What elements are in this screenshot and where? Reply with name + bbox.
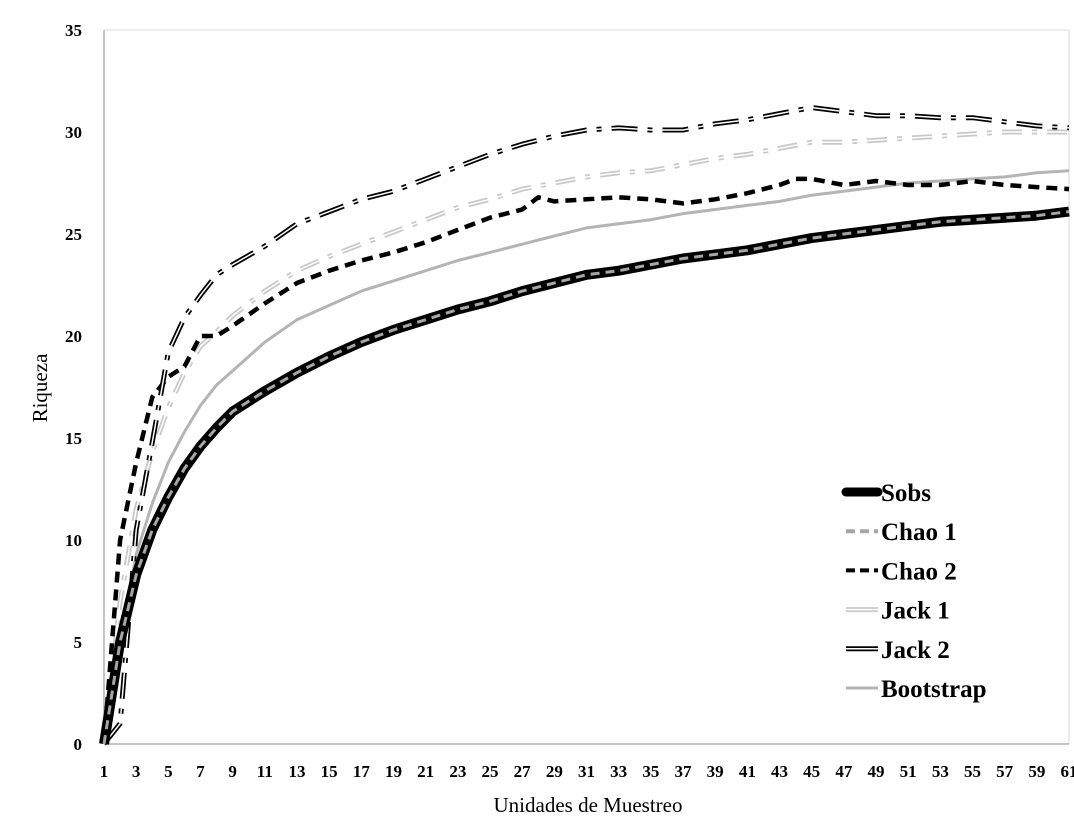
series-line-jack1 [103,131,1069,745]
x-tick-label: 21 [417,762,434,781]
x-tick-label: 37 [675,762,693,781]
x-tick-label: 17 [353,762,371,781]
x-axis-label: Unidades de Muestreo [494,793,683,817]
y-tick-label: 10 [65,531,82,550]
y-tick-label: 25 [65,225,82,244]
x-tick-label: 15 [321,762,338,781]
x-tick-label: 25 [482,762,499,781]
x-tick-label: 9 [228,762,237,781]
legend-label: Bootstrap [881,676,987,703]
legend-label: Jack 2 [881,637,950,664]
x-tick-label: 5 [164,762,173,781]
x-tick-label: 3 [132,762,141,781]
x-tick-label: 53 [932,762,949,781]
series-jack2 [102,105,1070,746]
x-tick-label: 35 [642,762,659,781]
x-tick-label: 43 [771,762,788,781]
y-tick-label: 30 [65,123,82,142]
y-tick-label: 5 [74,633,83,652]
y-tick-label: 0 [74,735,83,754]
x-tick-label: 39 [707,762,724,781]
series-line-bootstrap [102,169,1070,745]
x-tick-label: 47 [835,762,853,781]
x-tick-label: 51 [900,762,917,781]
series-jack1 [101,129,1069,745]
x-tick-label: 49 [868,762,885,781]
series-layer [99,105,1070,746]
y-axis-label: Riqueza [28,353,52,422]
y-tick-label: 15 [65,429,82,448]
x-tick-label: 31 [578,762,595,781]
legend: Sobs Chao 1 Chao 2 Jack 1 Jack 2 Bootstrap [841,480,987,703]
legend-item-chao2: Chao 2 [846,558,957,585]
x-tick-label: 7 [196,762,205,781]
legend-item-jack2: Jack 2 [846,637,950,664]
x-tick-label: 61 [1061,762,1074,781]
series-sobs [99,206,1070,745]
x-tick-label: 57 [996,762,1014,781]
series-chao2 [101,176,1070,745]
series-line-sobs [102,210,1070,745]
x-tick-label: 13 [289,762,306,781]
x-tick-label: 1 [100,762,109,781]
series-bootstrap [102,169,1070,745]
legend-item-bootstrap: Bootstrap [846,676,987,703]
series-line-jack2 [103,106,1070,745]
x-tick-label: 27 [514,762,532,781]
x-tick-label: 19 [385,762,402,781]
y-tick-label: 20 [65,327,82,346]
x-tick-label: 11 [257,762,273,781]
legend-item-sobs: Sobs [841,480,931,507]
legend-label: Chao 1 [881,519,957,546]
y-tick-label: 35 [65,21,82,40]
x-tick-label: 23 [449,762,466,781]
legend-item-chao1: Chao 1 [846,519,957,546]
x-tick-label: 55 [964,762,981,781]
x-tick-label: 45 [803,762,820,781]
x-tick-label: 59 [1028,762,1045,781]
legend-label: Jack 1 [881,598,950,625]
x-tick-label: 33 [610,762,627,781]
legend-label: Chao 2 [881,558,957,585]
legend-item-jack1: Jack 1 [846,598,950,625]
x-tick-label: 29 [546,762,563,781]
x-tick-label: 41 [739,762,756,781]
series-line-chao2 [101,176,1070,745]
legend-label: Sobs [881,480,931,507]
